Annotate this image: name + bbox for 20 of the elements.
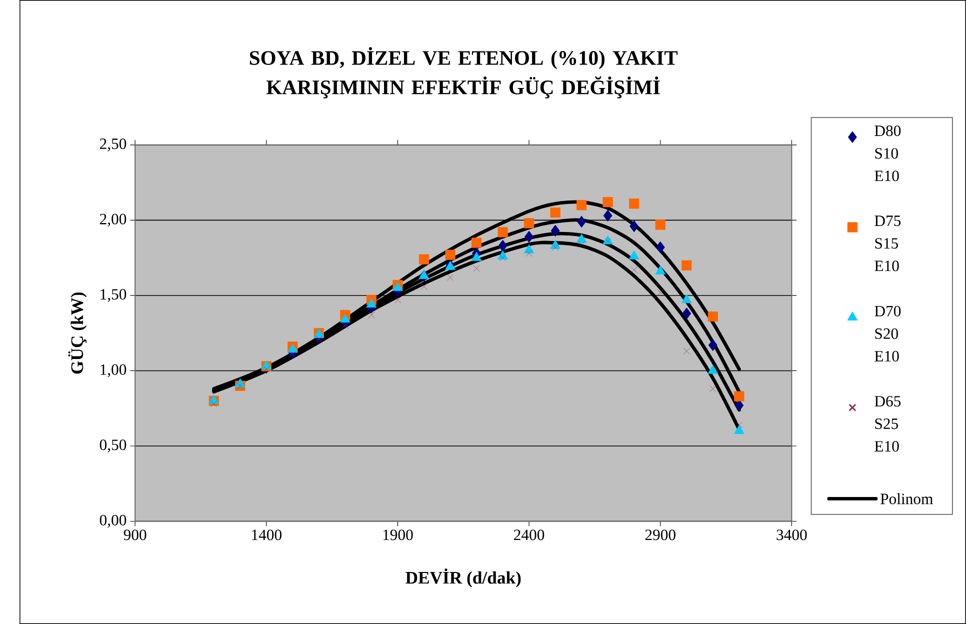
x-tick-label: 2400: [514, 530, 544, 540]
y-axis-title: GÜÇ (kW): [68, 292, 87, 374]
legend-label: D65 S25 E10: [874, 396, 901, 452]
legend-label: D75 S15 E10: [874, 216, 901, 272]
x-axis-title: DEVİR (d/dak): [406, 568, 521, 588]
x-tick-label: 1900: [383, 530, 413, 540]
y-tick-label: 2,00: [100, 214, 126, 227]
legend-label: Polinom: [880, 493, 933, 504]
x-tick-label: 3400: [776, 530, 807, 540]
y-tick-label: 0,00: [100, 514, 126, 528]
legend-label: D80 S10 E10: [874, 126, 901, 182]
y-tick-label: 2,50: [100, 138, 126, 152]
y-tick-label: 1,00: [100, 364, 126, 378]
x-tick-label: 1400: [252, 530, 282, 540]
y-tick-label: 0,50: [100, 440, 126, 452]
legend-label: D70 S20 E10: [874, 306, 901, 362]
y-tick-label: 1,50: [100, 289, 126, 302]
x-tick-label: 900: [124, 530, 146, 540]
x-tick-label: 2900: [645, 530, 676, 540]
chart-title: SOYA BD, DİZEL VE ETENOL (%10) YAKIT KARIŞIMININ EFEKTİF GÜÇ DEĞİŞİMİ: [250, 47, 678, 98]
